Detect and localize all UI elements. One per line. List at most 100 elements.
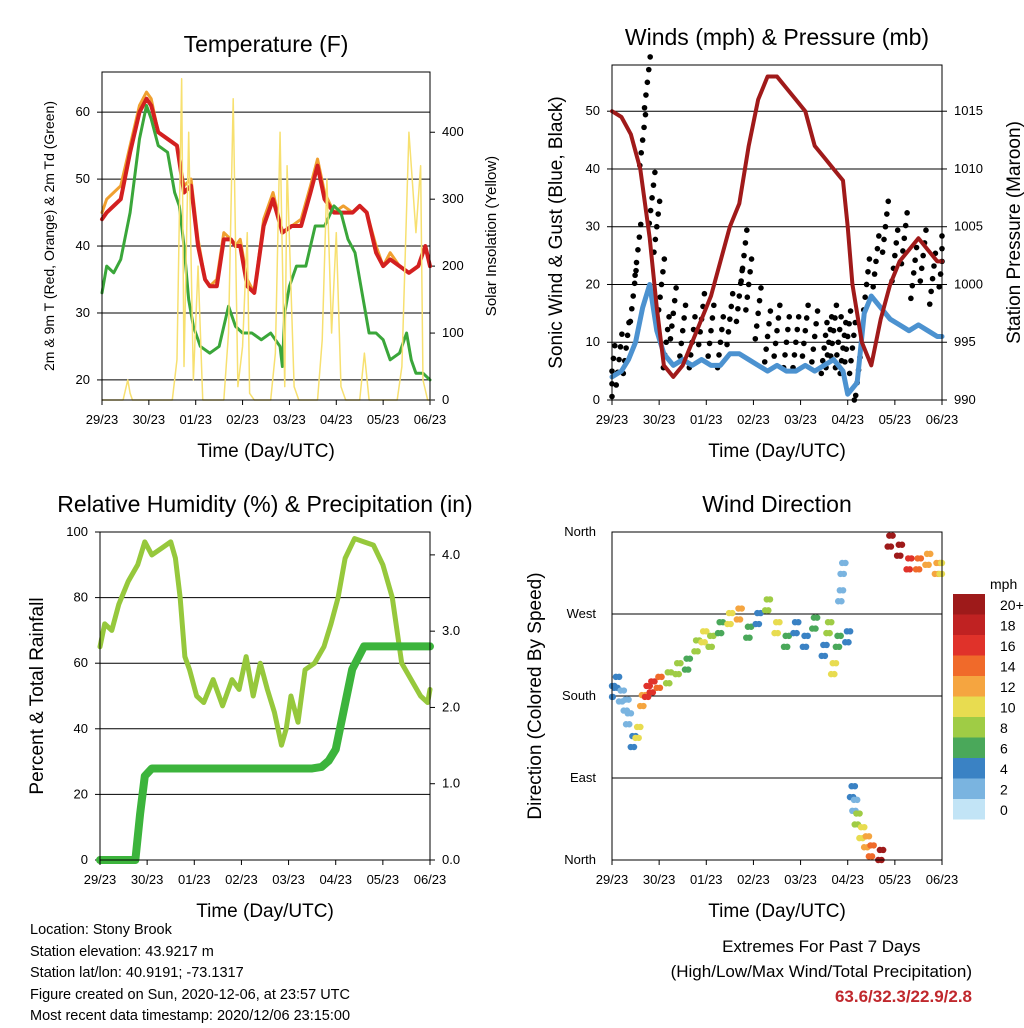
y-tick-label: South xyxy=(562,688,596,703)
gust-point xyxy=(624,332,631,339)
latlon-text: Station lat/lon: 40.9191; -73.1317 xyxy=(30,965,244,981)
direction-point xyxy=(776,619,783,626)
direction-point xyxy=(675,670,683,678)
y-axis-label: 2m & 9m T (Red, Orange) & 2m Td (Green) xyxy=(41,101,57,371)
direction-point xyxy=(774,629,782,637)
y-tick-label: North xyxy=(564,852,596,867)
gust-point xyxy=(711,302,717,309)
gust-point xyxy=(849,345,856,351)
gust-point xyxy=(832,315,838,321)
x-tick-label: 02/23 xyxy=(737,872,770,887)
gust-point xyxy=(630,293,637,299)
gust-point xyxy=(892,252,898,259)
plot-frame xyxy=(101,71,431,401)
direction-point xyxy=(620,687,628,694)
direction-point xyxy=(729,609,736,617)
gust-point xyxy=(821,345,827,351)
direction-point xyxy=(851,783,859,790)
x-tick-label: 06/23 xyxy=(414,412,447,427)
x-tick-label: 05/23 xyxy=(367,412,400,427)
x-tick-label: 05/23 xyxy=(879,872,912,887)
y2-axis-label: Station Pressure (Maroon) xyxy=(1004,121,1024,344)
gust-point xyxy=(782,352,788,358)
series-line-2m-t xyxy=(100,96,432,295)
colorbar-label: 4 xyxy=(1000,761,1008,777)
y-tick-label: 30 xyxy=(586,219,600,234)
plot-frame xyxy=(611,64,943,401)
y2-tick-label: 1.0 xyxy=(442,776,460,791)
y-tick-label: 20 xyxy=(76,372,90,387)
direction-point xyxy=(813,614,821,621)
gust-point xyxy=(774,327,780,334)
y2-tick-label: 300 xyxy=(442,191,464,206)
gust-point xyxy=(678,340,685,347)
gust-point xyxy=(664,326,671,333)
direction-point xyxy=(839,587,847,594)
colorbar-label: 0 xyxy=(1000,802,1008,818)
gust-point xyxy=(666,314,672,320)
gust-point xyxy=(775,315,782,321)
gust-point xyxy=(824,319,830,326)
colorbar-swatch xyxy=(953,594,985,615)
series-line-rh xyxy=(97,536,433,748)
gust-point xyxy=(885,198,892,205)
colorbar-label: 6 xyxy=(1000,741,1008,757)
direction-point xyxy=(916,566,923,573)
gust-point xyxy=(794,326,801,333)
gust-point xyxy=(748,256,755,262)
y-tick-label: 0 xyxy=(81,852,88,867)
gust-point xyxy=(866,256,873,262)
gust-point xyxy=(644,79,651,86)
gust-point xyxy=(650,182,657,188)
gust-point xyxy=(822,332,829,339)
y-tick-label: 0 xyxy=(593,392,600,407)
colorbar-title: mph xyxy=(990,576,1017,592)
gust-point xyxy=(772,340,779,347)
y2-tick-label: 1015 xyxy=(954,103,983,118)
direction-point xyxy=(927,550,934,558)
gust-point xyxy=(920,252,926,259)
gust-point xyxy=(729,290,736,297)
y-tick-label: West xyxy=(567,606,597,621)
gust-point xyxy=(741,252,747,259)
y2-tick-label: 1005 xyxy=(954,219,983,234)
gust-point xyxy=(692,314,698,320)
y2-tick-label: 200 xyxy=(442,258,464,273)
gust-point xyxy=(661,256,668,262)
x-tick-label: 02/23 xyxy=(737,412,770,427)
gust-point xyxy=(814,308,821,314)
x-tick-label: 05/23 xyxy=(367,872,400,887)
gust-point xyxy=(758,285,764,291)
gust-point xyxy=(632,272,638,279)
y2-tick-label: 3.0 xyxy=(442,623,460,638)
speed-colorbar: mph 20+ 18 16 14 12 10 8 6 4 2 0 xyxy=(953,576,1024,820)
x-tick-label: 01/23 xyxy=(690,872,723,887)
direction-point xyxy=(823,641,830,649)
gust-point xyxy=(647,54,653,60)
series-line-solar xyxy=(101,77,431,401)
direction-point xyxy=(840,570,848,578)
gust-point xyxy=(918,265,925,272)
gust-point xyxy=(638,149,645,156)
gust-point xyxy=(658,281,665,288)
colorbar-label: 12 xyxy=(1000,679,1016,695)
direction-point xyxy=(898,541,906,548)
y-tick-label: 40 xyxy=(76,238,90,253)
direction-point xyxy=(897,552,904,559)
gust-point xyxy=(910,270,917,276)
gust-point xyxy=(657,294,663,300)
gust-point xyxy=(876,233,882,239)
gust-point xyxy=(752,335,759,342)
gust-point xyxy=(643,92,649,98)
gust-point xyxy=(842,359,848,365)
direction-point xyxy=(879,846,887,854)
direction-point xyxy=(856,810,863,817)
direction-point xyxy=(854,796,861,804)
direction-point xyxy=(766,596,774,603)
chart-title: Temperature (F) xyxy=(184,31,349,57)
direction-point xyxy=(635,734,642,742)
gust-point xyxy=(873,258,879,265)
direction-point xyxy=(828,619,835,626)
y-axis-label: Percent & Total Rainfall xyxy=(27,597,48,794)
colorbar-label: 18 xyxy=(1000,618,1016,634)
